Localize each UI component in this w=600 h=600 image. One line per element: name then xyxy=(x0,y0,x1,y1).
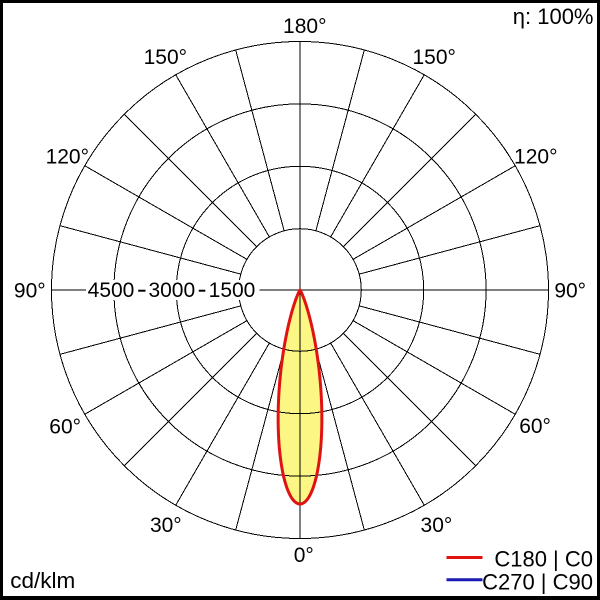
svg-text:180°: 180° xyxy=(283,15,326,38)
svg-text:30°: 30° xyxy=(421,514,453,537)
svg-text:0°: 0° xyxy=(294,544,314,567)
svg-text:90°: 90° xyxy=(554,280,586,303)
svg-text:120°: 120° xyxy=(46,145,89,168)
svg-text:C270 | C90: C270 | C90 xyxy=(482,570,593,595)
svg-text:η: 100%: η: 100% xyxy=(513,4,594,29)
svg-text:C180 | C0: C180 | C0 xyxy=(494,547,593,572)
svg-text:60°: 60° xyxy=(519,415,551,438)
svg-text:30°: 30° xyxy=(150,514,182,537)
svg-text:90°: 90° xyxy=(14,280,46,303)
svg-text:1500: 1500 xyxy=(209,279,256,302)
svg-text:60°: 60° xyxy=(49,416,81,439)
svg-text:4500: 4500 xyxy=(88,279,135,302)
svg-text:3000: 3000 xyxy=(148,279,195,302)
svg-text:cd/klm: cd/klm xyxy=(10,568,75,593)
svg-text:120°: 120° xyxy=(514,145,557,168)
svg-text:150°: 150° xyxy=(144,46,187,69)
svg-text:150°: 150° xyxy=(412,46,455,69)
